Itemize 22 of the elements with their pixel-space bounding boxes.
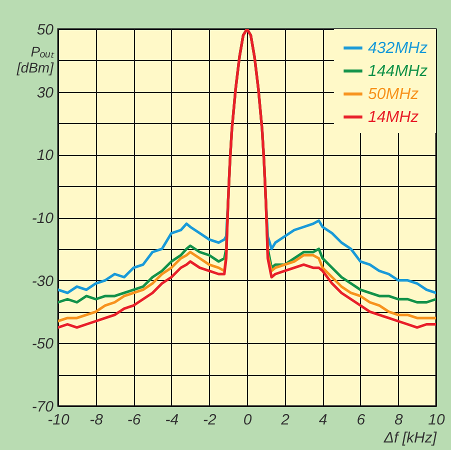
y-tick-label: 50 [36,22,54,38]
y-tick-label: -30 [32,272,54,290]
x-tick-label: 4 [318,412,328,428]
x-tick-label: -6 [127,412,142,428]
x-tick-label: 6 [356,412,366,428]
x-tick-label: -8 [90,412,104,428]
y-axis-title: Pₒᵤₜ [dBm] [16,44,55,76]
x-tick-label: 8 [394,412,404,428]
x-tick-label: -2 [203,412,218,428]
y-tick-label: 30 [36,84,54,102]
legend-label: 50MHz [368,86,419,103]
x-tick-label: 10 [428,412,446,428]
y-tick-label: -10 [32,210,54,227]
legend-label: 14MHz [368,109,419,126]
legend-label: 432MHz [368,40,428,57]
x-tick-label: -4 [165,412,179,428]
x-axis-title: Δf [kHz] [382,430,438,446]
x-tick-label: 2 [280,412,290,428]
x-tick-label: 0 [243,412,252,428]
y-tick-label: -50 [32,336,54,353]
y-tick-label: 10 [36,147,54,164]
legend-label: 144MHz [368,63,428,80]
